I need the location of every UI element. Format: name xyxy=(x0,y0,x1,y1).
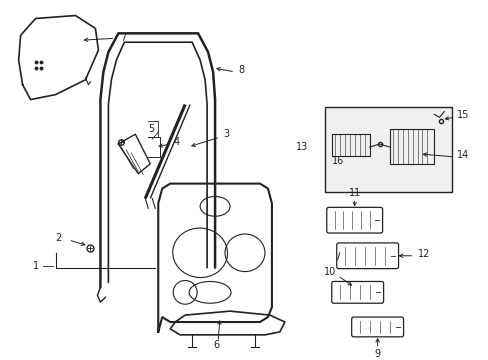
Bar xyxy=(324,108,451,192)
Text: 13: 13 xyxy=(295,142,307,152)
Text: 5: 5 xyxy=(148,124,154,134)
Text: 3: 3 xyxy=(223,129,229,139)
Text: 16: 16 xyxy=(331,156,343,166)
Text: 8: 8 xyxy=(238,65,244,75)
Text: 15: 15 xyxy=(456,111,469,120)
Text: 6: 6 xyxy=(213,340,219,350)
Text: 9: 9 xyxy=(374,348,380,359)
Text: 4: 4 xyxy=(173,137,179,147)
Text: 2: 2 xyxy=(55,233,61,243)
Text: 11: 11 xyxy=(348,189,360,198)
Text: 14: 14 xyxy=(456,150,468,160)
Text: 1: 1 xyxy=(33,261,39,271)
Text: 12: 12 xyxy=(417,249,429,259)
Text: 7: 7 xyxy=(120,33,126,43)
Bar xyxy=(331,134,369,156)
Bar xyxy=(389,129,433,164)
Text: 10: 10 xyxy=(323,267,335,276)
